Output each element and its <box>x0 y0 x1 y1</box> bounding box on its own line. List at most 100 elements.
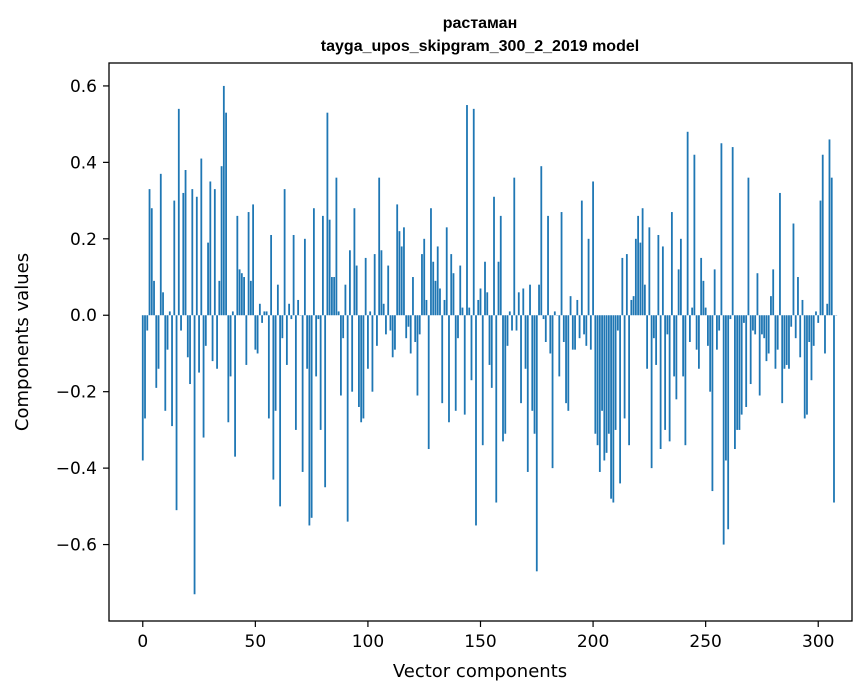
bar-229 <box>657 234 660 316</box>
bar-42 <box>236 215 239 316</box>
bar-171 <box>526 315 529 472</box>
bar-157 <box>495 315 498 503</box>
bar-292 <box>799 315 802 358</box>
bar-1 <box>144 315 146 419</box>
bar-99 <box>364 257 367 316</box>
bar-145 <box>468 307 471 316</box>
plot-area-frame <box>108 62 853 622</box>
bar-142 <box>461 307 464 316</box>
bar-104 <box>376 315 378 346</box>
bar-207 <box>607 315 610 434</box>
bar-140 <box>457 315 459 339</box>
bar-29 <box>207 242 209 316</box>
bar-180 <box>547 215 549 316</box>
bar-24 <box>195 196 198 316</box>
bar-168 <box>520 315 522 404</box>
bar-220 <box>637 215 640 316</box>
bar-299 <box>815 311 817 316</box>
bar-43 <box>238 269 241 316</box>
bar-282 <box>776 315 779 350</box>
bar-36 <box>222 85 225 316</box>
bar-73 <box>306 315 309 369</box>
bar-41 <box>234 315 236 457</box>
bar-301 <box>819 200 822 316</box>
bar-84 <box>331 277 333 316</box>
bar-210 <box>614 315 617 430</box>
bar-65 <box>288 303 291 316</box>
bar-14 <box>173 200 176 316</box>
bar-56 <box>267 315 270 419</box>
bar-111 <box>391 315 394 358</box>
bar-278 <box>767 315 770 354</box>
bar-275 <box>761 315 763 335</box>
bar-146 <box>470 315 473 381</box>
bar-76 <box>312 208 315 316</box>
bar-67 <box>292 234 295 316</box>
bar-106 <box>380 250 383 316</box>
bar-7 <box>157 315 160 369</box>
bar-108 <box>385 315 387 335</box>
bar-83 <box>328 219 331 316</box>
x-axis-label: Vector components <box>393 661 567 682</box>
bar-136 <box>448 315 450 423</box>
bar-166 <box>515 315 518 331</box>
x-tick-label-1: 50 <box>245 632 267 652</box>
bar-13 <box>171 315 173 427</box>
bar-31 <box>211 315 214 362</box>
bar-307 <box>833 315 835 503</box>
bar-284 <box>781 315 784 404</box>
bar-105 <box>378 177 381 316</box>
bar-165 <box>513 177 516 316</box>
bar-192 <box>574 315 576 350</box>
bar-28 <box>204 315 207 346</box>
bar-74 <box>308 315 311 526</box>
bar-306 <box>830 177 833 316</box>
bar-138 <box>452 273 455 316</box>
bar-245 <box>693 154 696 316</box>
bar-226 <box>650 315 653 469</box>
bar-10 <box>164 315 167 411</box>
bar-79 <box>319 315 322 430</box>
bar-23 <box>193 315 196 595</box>
bar-147 <box>472 108 475 316</box>
bar-81 <box>324 315 327 488</box>
bar-117 <box>405 315 408 339</box>
y-tick-label-5: 0.4 <box>70 153 97 173</box>
bar-124 <box>421 254 423 316</box>
bar-294 <box>803 315 806 419</box>
bar-247 <box>698 315 700 369</box>
bar-235 <box>670 212 673 316</box>
bar-277 <box>765 315 768 362</box>
bar-153 <box>486 292 489 316</box>
bar-133 <box>441 315 444 404</box>
bar-53 <box>261 315 263 323</box>
bar-90 <box>344 284 347 316</box>
bar-92 <box>349 250 351 316</box>
y-tick-label-4: 0.2 <box>70 230 97 250</box>
bar-302 <box>821 154 824 316</box>
bar-61 <box>279 315 282 507</box>
bar-152 <box>484 261 486 316</box>
bar-231 <box>661 246 664 316</box>
bar-137 <box>450 254 453 316</box>
bar-205 <box>603 315 606 461</box>
bar-series <box>141 85 838 595</box>
bar-57 <box>270 234 273 316</box>
bar-72 <box>303 238 306 316</box>
bar-128 <box>430 208 432 316</box>
bar-69 <box>297 299 300 316</box>
bar-135 <box>445 227 448 316</box>
bar-174 <box>533 315 536 434</box>
bar-50 <box>254 315 257 350</box>
bar-242 <box>686 131 689 316</box>
bar-37 <box>225 112 227 316</box>
bar-129 <box>432 261 435 316</box>
bar-32 <box>213 189 216 316</box>
bar-22 <box>191 189 194 316</box>
bar-224 <box>646 315 649 369</box>
bar-3 <box>148 189 151 316</box>
bar-45 <box>243 277 245 316</box>
bar-100 <box>367 315 369 369</box>
bar-303 <box>824 315 826 354</box>
